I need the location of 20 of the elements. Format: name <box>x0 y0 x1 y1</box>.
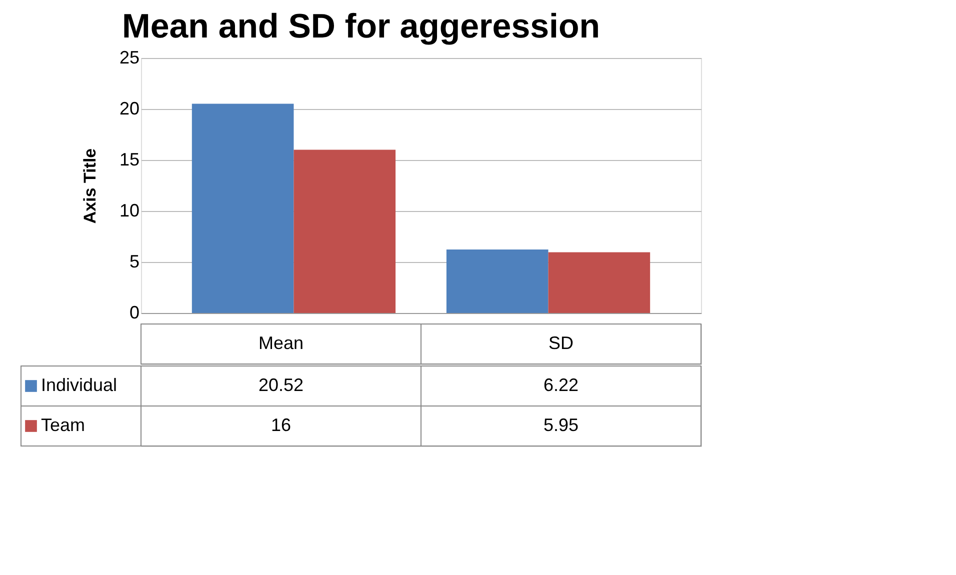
bar <box>192 104 294 313</box>
y-tick-label: 10 <box>119 200 140 220</box>
legend-label: Team <box>41 415 86 435</box>
x-tick-label: Mean <box>258 333 304 353</box>
x-tick-label: SD <box>548 333 574 353</box>
y-tick-label: 25 <box>119 48 140 68</box>
data-label: 6.22 <box>543 375 579 395</box>
y-tick-label: 15 <box>119 150 140 170</box>
chart-title: Mean and SD for aggeression <box>122 8 600 46</box>
y-tick-label: 20 <box>119 98 140 118</box>
data-label: 5.95 <box>543 415 579 435</box>
bar <box>446 250 548 313</box>
y-tick-label: 0 <box>129 302 140 322</box>
bar <box>294 150 396 313</box>
y-tick-label: 5 <box>129 252 140 272</box>
data-label: 16 <box>270 415 292 435</box>
bar <box>548 252 650 313</box>
legend-label: Individual <box>41 375 118 395</box>
y-axis-title: Axis Title <box>80 148 100 224</box>
data-label: 20.52 <box>258 375 304 395</box>
